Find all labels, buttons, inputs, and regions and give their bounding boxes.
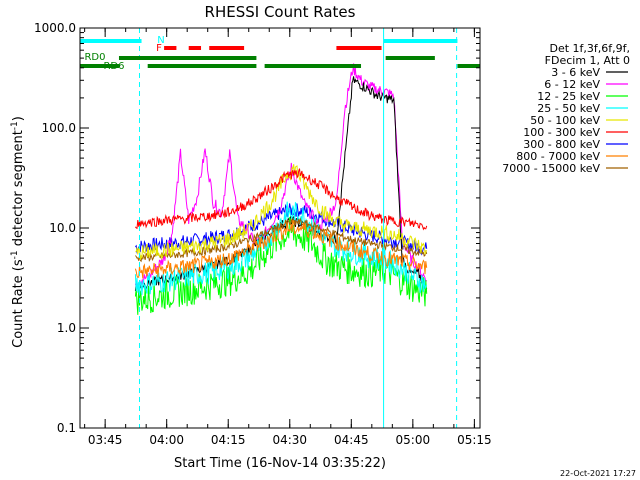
y-axis: 1000.0 100.0 10.0 1.0 0.1 (34, 21, 480, 435)
y-tick-label: 1000.0 (34, 21, 76, 35)
legend-header: Det 1f,3f,6f,9f, (549, 42, 630, 55)
legend-entry-label: 25 - 50 keV (537, 102, 600, 115)
flag-bar-label: F (156, 43, 162, 54)
y-tick-label: 0.1 (57, 421, 76, 435)
x-tick-label: 04:00 (149, 433, 184, 447)
legend-header: FDecim 1, Att 0 (545, 54, 630, 67)
x-tick-label: 05:00 (396, 433, 431, 447)
x-axis: 03:45 04:00 04:15 04:30 04:45 05:00 05:15 (84, 28, 492, 447)
series-line (134, 219, 428, 279)
flag-bar-label: RD6 (103, 61, 124, 72)
chart-title: RHESSI Count Rates (205, 3, 356, 21)
y-tick-label: 10.0 (49, 221, 76, 235)
y-tick-label: 100.0 (42, 121, 76, 135)
legend-entry-label: 300 - 800 keV (523, 138, 600, 151)
series-line (134, 168, 428, 231)
x-tick-label: 04:30 (272, 433, 307, 447)
series-line (134, 63, 428, 286)
legend-entry-label: 6 - 12 keV (544, 78, 600, 91)
footer-timestamp: 22-Oct-2021 17:27 (560, 469, 636, 478)
legend-entry-label: 3 - 6 keV (551, 66, 600, 79)
legend: Det 1f,3f,6f,9f,FDecim 1, Att 03 - 6 keV… (502, 42, 630, 175)
x-tick-label: 03:45 (88, 433, 123, 447)
flag-bar-label: N (157, 35, 164, 46)
legend-entry-label: 50 - 100 keV (530, 114, 600, 127)
x-axis-label: Start Time (16-Nov-14 03:35:22) (174, 456, 386, 471)
y-tick-label: 1.0 (57, 321, 76, 335)
legend-entry-label: 800 - 7000 keV (516, 150, 600, 163)
legend-entry-label: 12 - 25 keV (537, 90, 600, 103)
legend-entry-label: 7000 - 15000 keV (502, 162, 600, 175)
x-tick-label: 04:45 (334, 433, 369, 447)
y-axis-label: Count Rate (s-1 detector segment-1) (10, 116, 26, 348)
legend-entry-label: 100 - 300 keV (523, 126, 600, 139)
x-tick-label: 04:15 (211, 433, 246, 447)
x-tick-label: 05:15 (457, 433, 492, 447)
flag-bar-label: RD0 (84, 52, 105, 63)
